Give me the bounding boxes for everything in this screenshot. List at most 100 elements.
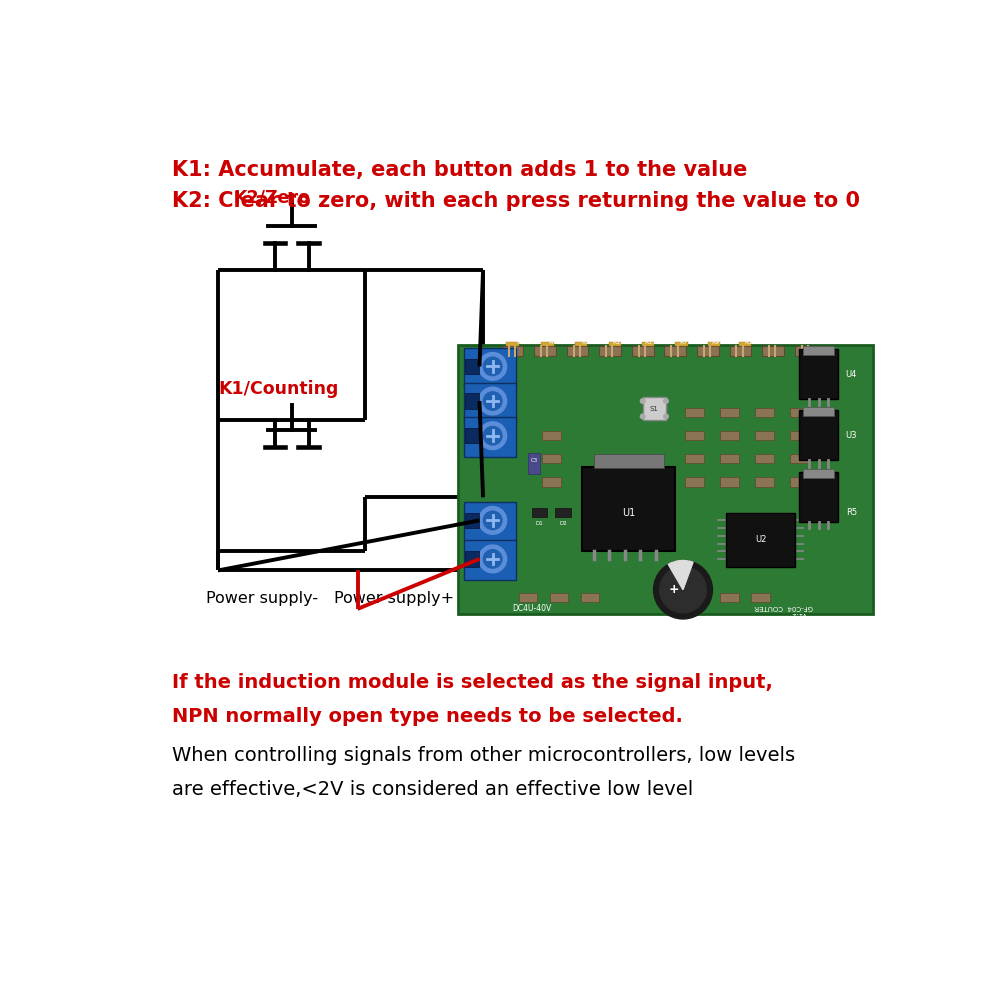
Text: NPN normally open type needs to be selected.: NPN normally open type needs to be selec… [172, 707, 682, 726]
Bar [464, 348, 516, 388]
Bar [567, 346, 588, 356]
Text: +: + [668, 583, 679, 596]
Text: D2: D2 [559, 521, 567, 526]
Bar [795, 346, 816, 356]
Text: R11: R11 [644, 340, 656, 345]
Bar [685, 454, 704, 463]
Bar [465, 428, 479, 443]
Text: are effective,<2V is considered an effective low level: are effective,<2V is considered an effec… [172, 780, 693, 799]
Bar [581, 593, 599, 602]
Bar [658, 593, 677, 602]
Circle shape [479, 507, 507, 534]
Bar [550, 593, 568, 602]
Bar [730, 346, 751, 356]
Bar [464, 502, 516, 542]
Text: Power supply-: Power supply- [206, 591, 318, 606]
Circle shape [483, 550, 502, 568]
Bar [643, 397, 666, 420]
Text: Power supply+: Power supply+ [334, 591, 454, 606]
Bar [582, 466, 675, 551]
Bar [542, 454, 561, 463]
Bar [465, 551, 479, 567]
Bar [664, 346, 686, 356]
Bar [528, 453, 540, 474]
Bar [720, 431, 739, 440]
Text: R1: R1 [744, 340, 752, 345]
Bar [790, 454, 809, 463]
Bar [689, 593, 708, 602]
Bar [458, 345, 873, 614]
Bar [803, 407, 834, 416]
Circle shape [479, 353, 507, 380]
Bar [790, 431, 809, 440]
Text: U3: U3 [846, 431, 857, 440]
Bar [708, 342, 720, 346]
Bar [534, 346, 556, 356]
Text: S1: S1 [650, 406, 659, 412]
Text: When controlling signals from other microcontrollers, low levels: When controlling signals from other micr… [172, 746, 795, 765]
Circle shape [664, 399, 668, 403]
Bar [542, 477, 561, 487]
Bar [594, 454, 664, 468]
Text: R6: R6 [516, 340, 524, 345]
Text: GF-C04  COUTER: GF-C04 COUTER [754, 604, 813, 610]
Bar [599, 346, 621, 356]
Circle shape [483, 511, 502, 530]
Circle shape [483, 426, 502, 445]
Bar [541, 342, 554, 346]
Circle shape [640, 414, 645, 419]
Text: R10: R10 [612, 340, 624, 345]
Bar [755, 431, 774, 440]
Bar [642, 342, 654, 346]
Text: R9: R9 [711, 340, 720, 345]
Text: K2/Zero: K2/Zero [234, 188, 310, 206]
Bar [755, 454, 774, 463]
Bar [464, 383, 516, 423]
Bar [751, 593, 770, 602]
Bar [675, 342, 688, 346]
Circle shape [660, 567, 706, 613]
Bar [803, 346, 834, 355]
Text: R7: R7 [679, 340, 687, 345]
Bar [799, 410, 838, 460]
Bar [685, 408, 704, 417]
Text: U1: U1 [622, 508, 635, 518]
Bar [555, 508, 571, 517]
Bar [519, 593, 537, 602]
Text: DC4U-40V: DC4U-40V [512, 604, 552, 613]
Bar [720, 454, 739, 463]
Circle shape [654, 560, 712, 619]
Text: If the induction module is selected as the signal input,: If the induction module is selected as t… [172, 673, 772, 692]
Text: U2: U2 [755, 535, 766, 544]
Circle shape [483, 392, 502, 410]
Text: R8: R8 [581, 340, 589, 345]
Text: K1: Accumulate, each button adds 1 to the value: K1: Accumulate, each button adds 1 to th… [172, 160, 747, 180]
Bar [799, 349, 838, 399]
Bar [609, 342, 621, 346]
Bar [502, 346, 523, 356]
Bar [790, 408, 809, 417]
Bar [762, 346, 784, 356]
Bar [542, 431, 561, 440]
Text: R4: R4 [549, 340, 557, 345]
Bar [574, 342, 587, 346]
Circle shape [664, 414, 668, 419]
Bar [720, 408, 739, 417]
Bar [720, 477, 739, 487]
Bar [632, 346, 654, 356]
Bar [697, 346, 719, 356]
Text: R5: R5 [846, 508, 857, 517]
Text: U4: U4 [846, 370, 857, 379]
Bar [755, 477, 774, 487]
Circle shape [479, 545, 507, 573]
Circle shape [479, 387, 507, 415]
Bar [799, 472, 838, 522]
Text: C3: C3 [531, 458, 538, 463]
Bar [726, 513, 795, 567]
Bar [739, 342, 751, 346]
Bar [532, 508, 547, 517]
Bar [464, 417, 516, 457]
Text: V1.2: V1.2 [791, 611, 807, 617]
Bar [755, 408, 774, 417]
Bar [803, 469, 834, 478]
